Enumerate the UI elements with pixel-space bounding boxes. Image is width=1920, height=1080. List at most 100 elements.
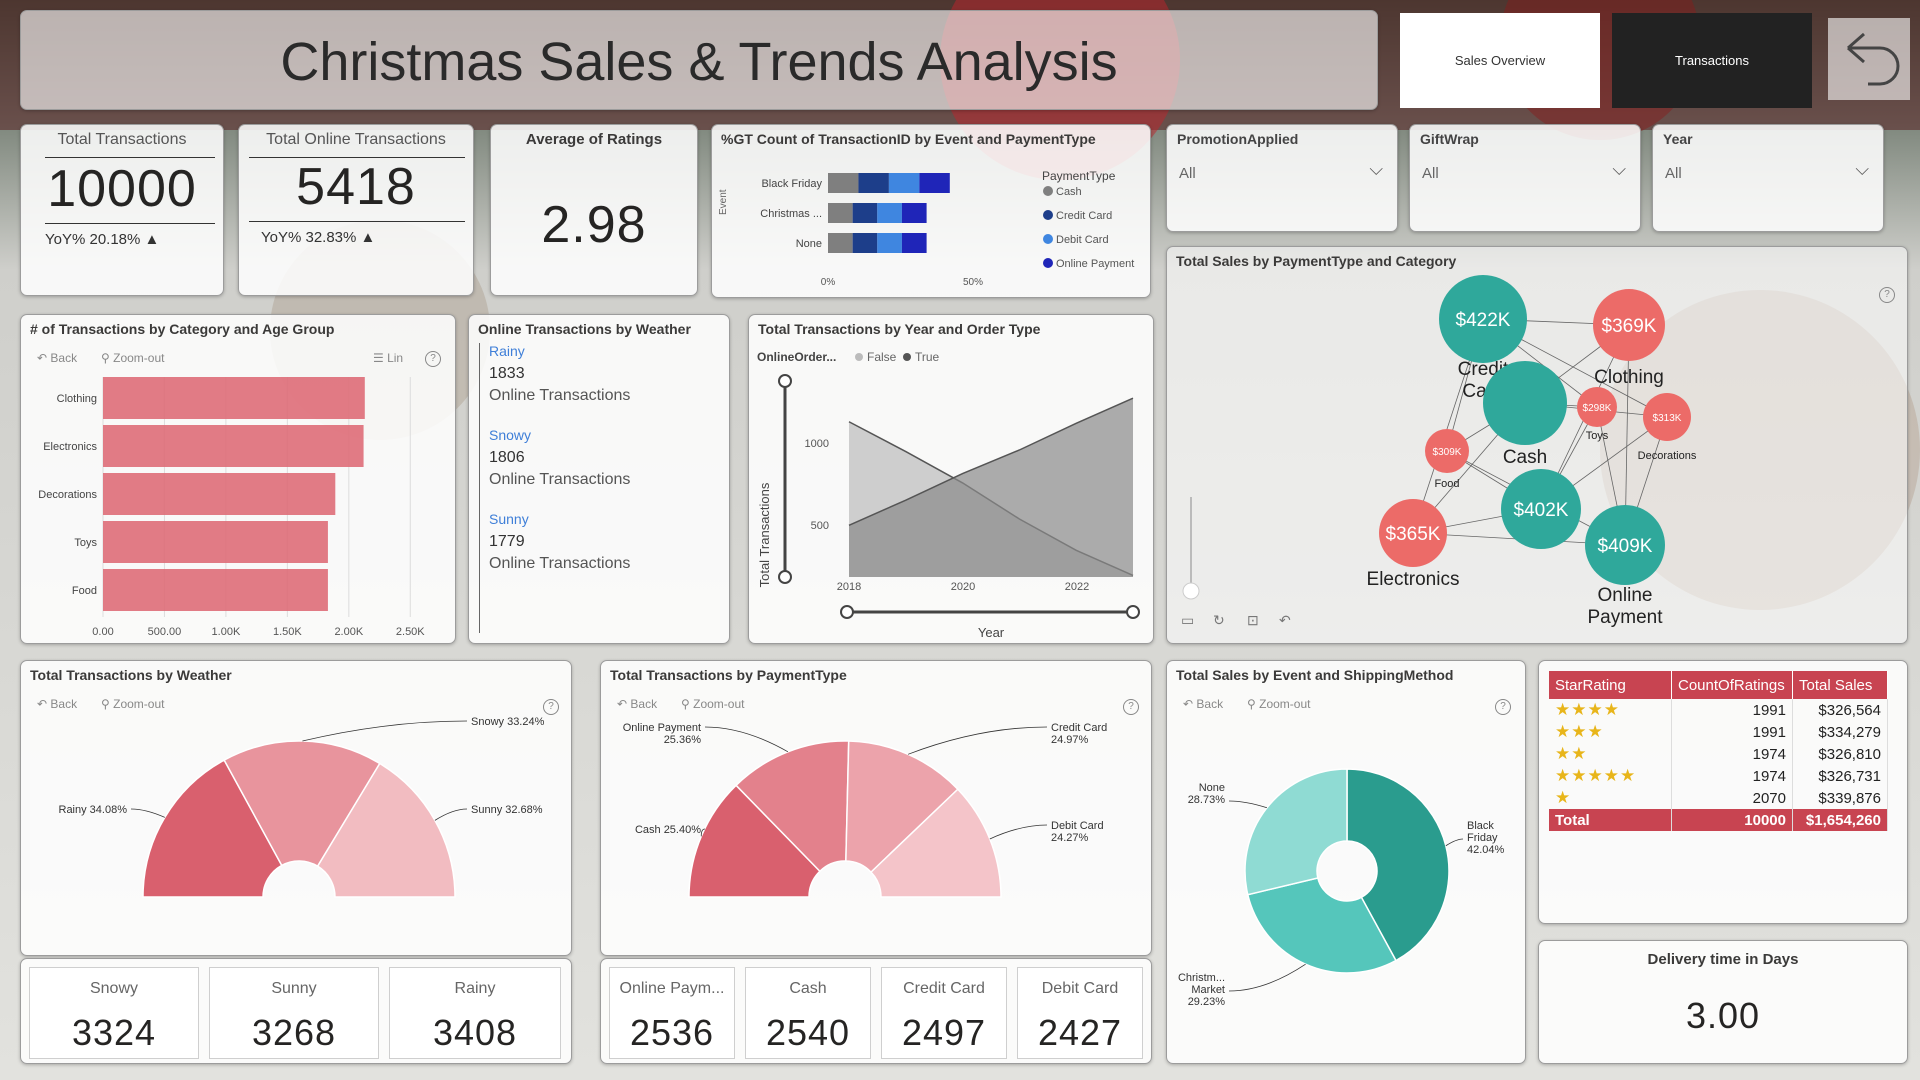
bar-food[interactable]: [103, 569, 328, 611]
undo-icon[interactable]: ↶: [1279, 612, 1291, 628]
bar-segment-cash[interactable]: [828, 233, 853, 253]
ratings-table: StarRating CountOfRatings Total Sales ★★…: [1549, 671, 1888, 831]
lock-icon[interactable]: ⊡: [1247, 612, 1259, 628]
network-node-clothing[interactable]: [1593, 289, 1665, 361]
bar-segment-debit-card[interactable]: [877, 203, 902, 223]
tile-label: Snowy: [89, 980, 139, 997]
bar-segment-online-payment[interactable]: [901, 203, 927, 223]
col-header[interactable]: StarRating: [1549, 671, 1672, 699]
total-online-transactions-card: Total Online Transactions 5418 YoY% 32.8…: [238, 124, 474, 296]
leader-line: [1445, 838, 1464, 847]
camera-icon[interactable]: ▭: [1181, 612, 1194, 628]
slice-label: 25.36%: [664, 734, 702, 746]
network-node-credit-card[interactable]: [1439, 275, 1527, 363]
zoom-out-button[interactable]: ⚲ Zoom-out: [101, 697, 165, 711]
bar-segment-credit-card[interactable]: [852, 203, 878, 223]
bar-toys[interactable]: [103, 521, 328, 563]
network-node-online-payment[interactable]: [1585, 505, 1665, 585]
network-node-cash[interactable]: [1483, 361, 1567, 445]
bar-segment-debit-card[interactable]: [888, 173, 920, 193]
node-value: $365K: [1386, 524, 1441, 545]
donut-slice[interactable]: [735, 740, 850, 873]
y-tick: 500: [811, 520, 829, 532]
back-button[interactable]: ↶ Back: [37, 697, 78, 711]
donut-slice[interactable]: [1246, 877, 1397, 974]
bar-decorations[interactable]: [103, 473, 336, 515]
legend-item[interactable]: Credit Card: [1056, 210, 1112, 222]
col-header[interactable]: CountOfRatings: [1671, 671, 1793, 699]
slice-label: 42.04%: [1467, 844, 1505, 856]
col-header[interactable]: Total Sales: [1792, 671, 1888, 699]
zoom-slider-handle[interactable]: [1182, 582, 1200, 600]
help-icon[interactable]: ?: [425, 351, 441, 367]
donut-slice[interactable]: [223, 740, 381, 868]
tile-value: 2536: [629, 1012, 715, 1053]
leader-line: [1228, 963, 1306, 992]
back-button[interactable]: ↶ Back: [1183, 697, 1224, 711]
bar-segment-cash[interactable]: [828, 203, 853, 223]
delivery-value: 3.00: [1685, 995, 1761, 1036]
donut-slice[interactable]: [869, 788, 1002, 898]
help-icon[interactable]: ?: [1123, 699, 1139, 715]
donut-slice[interactable]: [142, 759, 283, 898]
event-shipping-donut-card: Total Sales by Event and ShippingMethod …: [1166, 660, 1526, 1064]
x-slider-handle-right[interactable]: [1126, 605, 1140, 619]
help-icon[interactable]: ?: [1495, 699, 1511, 715]
network-node-electronics[interactable]: [1379, 499, 1447, 567]
back-button[interactable]: ↶ Back: [37, 351, 78, 365]
tile-value: 2427: [1037, 1012, 1123, 1053]
donut-slice[interactable]: [1346, 768, 1450, 962]
axis-label: Event: [718, 189, 729, 215]
average-ratings-card: Average of Ratings 2.98: [490, 124, 698, 296]
network-node-payment[interactable]: [1501, 469, 1581, 549]
slice-label: Sunny 32.68%: [471, 804, 543, 816]
chevron-down-icon[interactable]: ⌵: [1369, 159, 1383, 179]
year-slicer[interactable]: Year All ⌵: [1652, 124, 1884, 232]
zoom-out-button[interactable]: ⚲ Zoom-out: [1247, 697, 1311, 711]
network-node-decorations[interactable]: [1643, 393, 1691, 441]
x-slider-handle-left[interactable]: [840, 605, 854, 619]
bar-segment-online-payment[interactable]: [901, 233, 927, 253]
node-value: $422K: [1456, 310, 1511, 331]
refresh-icon[interactable]: ↻: [1213, 612, 1225, 628]
network-node-toys[interactable]: [1577, 387, 1617, 427]
promotion-slicer[interactable]: PromotionApplied All ⌵: [1166, 124, 1398, 232]
bar-segment-credit-card[interactable]: [852, 233, 878, 253]
bar-electronics[interactable]: [103, 425, 364, 467]
bar-segment-debit-card[interactable]: [877, 233, 902, 253]
help-icon[interactable]: ?: [1879, 287, 1895, 303]
bar-segment-cash[interactable]: [828, 173, 859, 193]
network-node-food[interactable]: [1425, 429, 1469, 473]
lin-button[interactable]: ☰ Lin: [373, 351, 404, 365]
bar-segment-credit-card[interactable]: [858, 173, 889, 193]
kpi-yoy: YoY% 32.83% ▲: [261, 229, 376, 246]
y-slider-handle-bottom[interactable]: [778, 570, 792, 584]
donut-slice[interactable]: [845, 740, 959, 874]
donut-slice[interactable]: [316, 762, 456, 898]
back-arrow-button[interactable]: [1828, 18, 1910, 100]
card-title: Total Transactions by Weather: [30, 667, 232, 683]
chevron-down-icon[interactable]: ⌵: [1855, 159, 1869, 179]
zoom-out-button[interactable]: ⚲ Zoom-out: [101, 351, 165, 365]
leader-line: [130, 808, 165, 818]
chevron-down-icon[interactable]: ⌵: [1612, 159, 1626, 179]
y-slider-handle-top[interactable]: [778, 374, 792, 388]
area-true[interactable]: [849, 398, 1133, 577]
legend-item[interactable]: Cash: [1056, 186, 1082, 198]
donut-slice[interactable]: [688, 784, 821, 898]
transactions-button[interactable]: Transactions: [1612, 13, 1812, 108]
back-button[interactable]: ↶ Back: [617, 697, 658, 711]
help-icon[interactable]: ?: [543, 699, 559, 715]
legend-item[interactable]: Debit Card: [1056, 234, 1109, 246]
zoom-out-button[interactable]: ⚲ Zoom-out: [681, 697, 745, 711]
node-label: Food: [1434, 478, 1459, 490]
bar-segment-online-payment[interactable]: [919, 173, 950, 193]
x-tick-label: 1.50K: [273, 626, 302, 638]
donut-slice[interactable]: [1244, 768, 1348, 896]
leader-line: [1228, 800, 1268, 809]
leader-line: [989, 824, 1048, 840]
legend-item[interactable]: Online Payment: [1056, 258, 1134, 270]
bar-clothing[interactable]: [103, 377, 365, 419]
sales-overview-button[interactable]: Sales Overview: [1400, 13, 1600, 108]
giftwrap-slicer[interactable]: GiftWrap All ⌵: [1409, 124, 1641, 232]
